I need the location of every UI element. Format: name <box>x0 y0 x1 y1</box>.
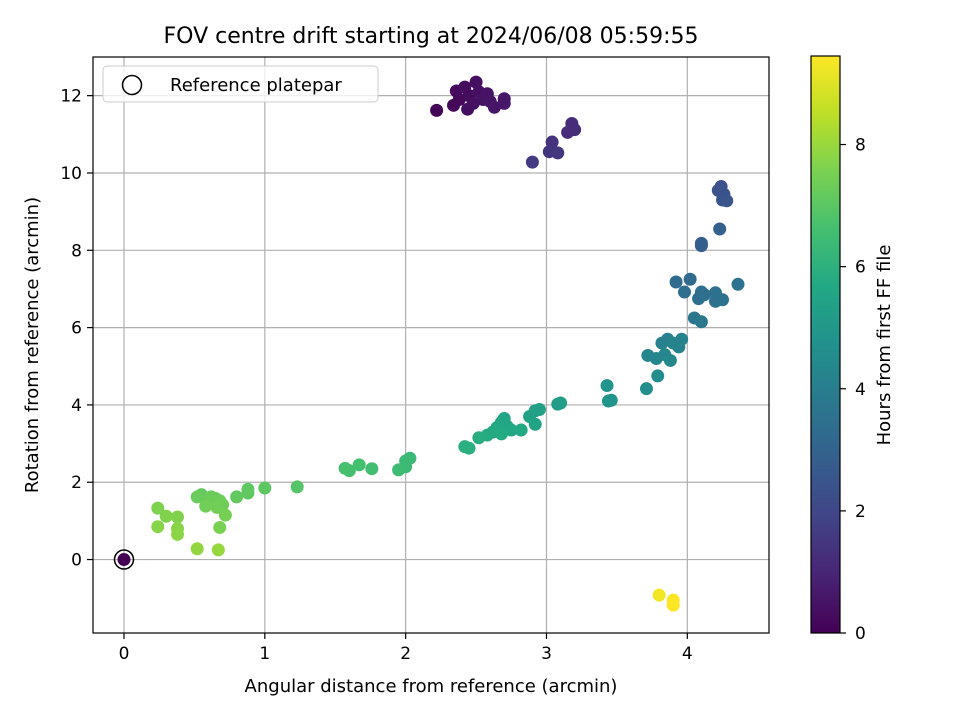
legend-marker-icon <box>121 74 143 96</box>
data-point <box>241 486 255 500</box>
y-tick-label: 0 <box>71 551 82 571</box>
plot-frame <box>92 56 770 634</box>
data-point <box>713 222 727 236</box>
legend-entry-reference: Reference platepar <box>170 75 342 96</box>
data-point <box>211 543 225 557</box>
x-tick-label: 3 <box>541 644 552 664</box>
colorbar-label: Hours from first FF file <box>874 245 895 446</box>
y-axis-ticks: 0 2 4 6 8 10 12 <box>60 87 93 571</box>
data-point <box>199 499 213 513</box>
data-point <box>466 96 480 110</box>
data-point <box>561 125 575 139</box>
data-point <box>716 293 730 307</box>
x-tick-label: 0 <box>119 644 130 664</box>
data-point <box>551 146 565 160</box>
data-point <box>678 285 691 299</box>
colorbar-tick-label: 6 <box>855 258 866 278</box>
y-tick-label: 2 <box>71 473 82 493</box>
data-point <box>190 542 204 556</box>
data-point <box>554 396 568 410</box>
data-point <box>365 462 379 476</box>
x-tick-label: 1 <box>259 644 270 664</box>
legend: Reference platepar <box>102 65 379 103</box>
data-point <box>352 458 366 472</box>
grid-lines <box>93 57 769 633</box>
data-point <box>652 588 666 602</box>
data-point <box>683 272 697 286</box>
data-point <box>663 353 677 367</box>
data-point <box>171 527 184 541</box>
data-point <box>230 490 244 504</box>
data-points <box>151 75 745 612</box>
colorbar-tick-label: 4 <box>855 380 866 400</box>
data-point <box>159 509 173 523</box>
x-tick-label: 2 <box>400 644 411 664</box>
data-point <box>218 508 232 522</box>
data-point <box>651 369 665 383</box>
data-point <box>504 423 518 437</box>
data-point <box>639 382 653 396</box>
data-point <box>213 520 227 534</box>
data-point <box>151 520 165 534</box>
data-point <box>720 194 734 208</box>
data-point <box>171 510 184 524</box>
y-tick-label: 12 <box>60 87 82 107</box>
y-tick-label: 8 <box>71 241 82 261</box>
data-point <box>532 403 546 417</box>
y-tick-label: 4 <box>71 396 82 416</box>
data-point <box>210 500 224 514</box>
data-point <box>514 423 528 437</box>
reference-data-point <box>117 553 131 567</box>
data-point <box>151 501 165 515</box>
x-axis-ticks: 0 1 2 3 4 <box>119 633 693 664</box>
data-point <box>487 100 501 114</box>
y-axis-label: Rotation from reference (arcmin) <box>22 197 43 493</box>
data-point <box>472 431 486 445</box>
data-point <box>731 277 745 291</box>
y-tick-label: 10 <box>60 164 82 184</box>
reference-ring <box>113 549 135 570</box>
data-point <box>497 96 511 110</box>
data-point <box>494 427 508 441</box>
x-tick-label: 4 <box>682 644 693 664</box>
legend-box <box>102 65 379 103</box>
data-point <box>525 155 539 169</box>
data-point <box>604 393 618 407</box>
data-point <box>600 379 614 393</box>
data-point <box>258 481 272 495</box>
data-point <box>666 598 680 612</box>
colorbar-tick-label: 8 <box>855 136 866 156</box>
reference-marker <box>113 549 135 570</box>
data-point <box>669 275 683 289</box>
data-point <box>462 441 476 455</box>
data-point <box>697 288 711 302</box>
data-point <box>290 480 304 494</box>
data-point <box>675 332 689 346</box>
data-point <box>430 103 444 117</box>
colorbar-tick-label: 0 <box>855 624 866 644</box>
colorbar <box>810 55 841 634</box>
y-tick-label: 6 <box>71 319 82 339</box>
colorbar-ticks: 0 2 4 6 8 <box>840 136 866 644</box>
chart-title: FOV centre drift starting at 2024/06/08 … <box>164 24 699 49</box>
data-point <box>528 417 542 431</box>
data-point <box>338 461 352 475</box>
data-point <box>694 239 708 253</box>
data-point <box>694 315 708 329</box>
x-axis-label: Angular distance from reference (arcmin) <box>245 676 618 697</box>
data-point <box>392 463 406 477</box>
colorbar-tick-label: 2 <box>855 502 866 522</box>
